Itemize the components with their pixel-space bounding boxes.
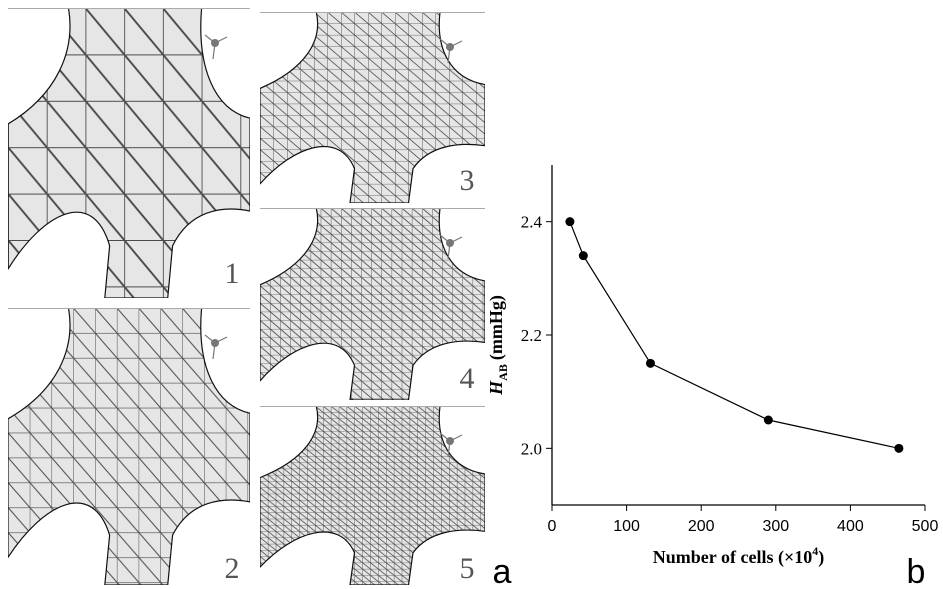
x-axis-label: Number of cells (×104) bbox=[653, 544, 824, 568]
figure: 1 2 3 4 5 a b 0 100 200 300 400 500 2.0 2.2 2.4 N… bbox=[0, 0, 943, 589]
mesh-label: 3 bbox=[460, 164, 475, 197]
mesh-label: 1 bbox=[225, 257, 240, 290]
mesh-panel bbox=[260, 406, 485, 585]
y-axis-label-unit: (mmHg) bbox=[486, 295, 507, 360]
x-tick-label: 200 bbox=[688, 518, 715, 535]
panel-label: a bbox=[493, 553, 512, 589]
y-axis-label-symbol: H bbox=[486, 380, 506, 396]
x-axis-label-close: ) bbox=[818, 547, 824, 568]
data-point bbox=[565, 217, 574, 226]
y-axis-label-sub: AB bbox=[496, 364, 510, 381]
x-tick-label: 400 bbox=[837, 518, 864, 535]
mesh-panels bbox=[8, 8, 485, 585]
mesh-panel bbox=[260, 12, 485, 203]
mesh-label: 2 bbox=[225, 552, 240, 585]
x-tick-label: 300 bbox=[762, 518, 789, 535]
x-tick-label: 0 bbox=[548, 518, 557, 535]
mesh-panel bbox=[260, 208, 485, 400]
data-point bbox=[579, 251, 588, 260]
x-tick-label: 500 bbox=[912, 518, 939, 535]
panel-label: b bbox=[907, 553, 926, 589]
data-point bbox=[646, 359, 655, 368]
mesh-label: 4 bbox=[460, 362, 475, 395]
y-tick-label: 2.4 bbox=[521, 213, 543, 232]
data-point bbox=[894, 444, 903, 453]
mesh-panel bbox=[8, 8, 250, 298]
data-point bbox=[764, 416, 773, 425]
y-tick-label: 2.0 bbox=[521, 439, 542, 458]
mesh-panel bbox=[8, 308, 250, 585]
chart: 0 100 200 300 400 500 2.0 2.2 2.4 Number of cells… bbox=[486, 165, 938, 568]
mesh-label: 5 bbox=[460, 552, 475, 585]
series-line bbox=[570, 222, 899, 449]
x-tick-label: 100 bbox=[613, 518, 640, 535]
y-axis-label: HAB (mmHg) bbox=[486, 295, 510, 396]
y-tick-label: 2.2 bbox=[521, 326, 542, 345]
x-axis-label-text: Number of cells (×10 bbox=[653, 547, 812, 568]
